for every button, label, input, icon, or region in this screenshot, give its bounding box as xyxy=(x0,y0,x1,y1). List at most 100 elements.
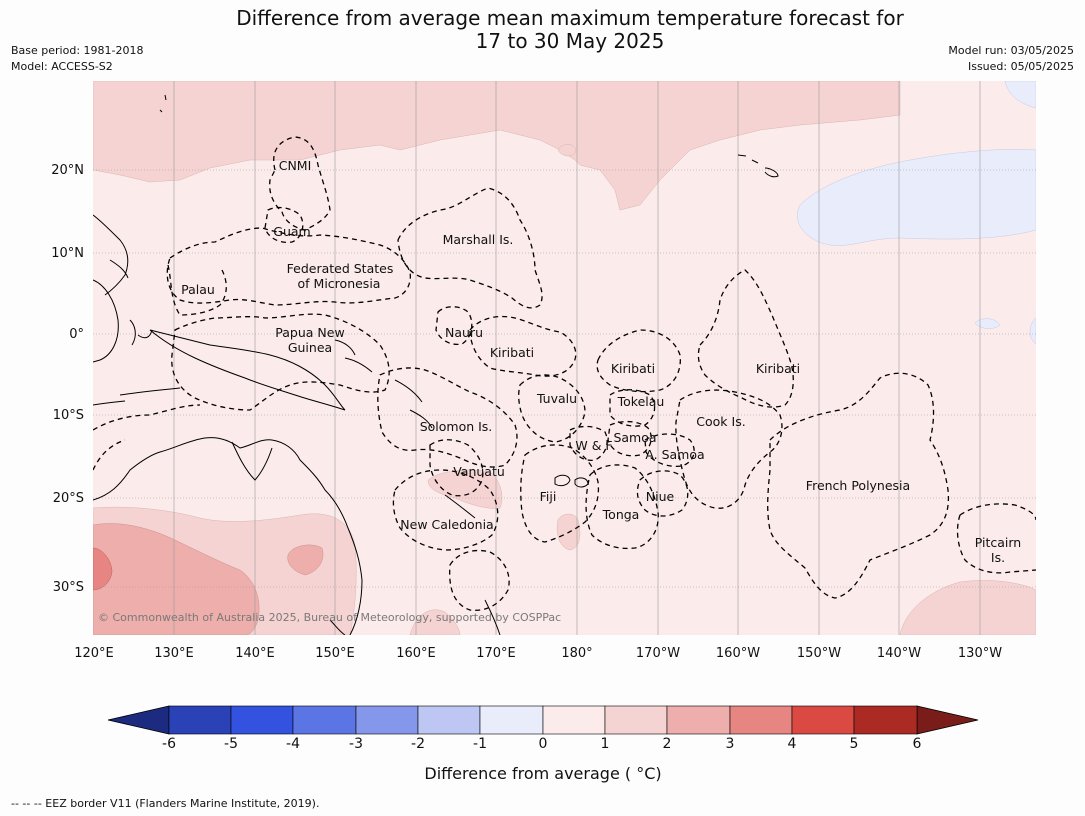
colorbar-bin xyxy=(604,705,668,735)
lon-label-180: 180° xyxy=(561,646,592,661)
eez-samoa xyxy=(607,420,652,457)
anomaly-band-south-2 xyxy=(93,523,260,635)
lon-label-130w: 130°W xyxy=(958,646,1002,661)
region-label-wallis-futuna: W & F xyxy=(575,438,612,453)
model-run: Model run: 03/05/2025 xyxy=(948,44,1074,57)
colorbar-extend-low xyxy=(107,705,170,735)
eez-borders xyxy=(93,136,1036,611)
coast-australia xyxy=(93,437,363,635)
eez-pitcairn xyxy=(956,503,1036,574)
region-label-cook: Cook Is. xyxy=(696,414,745,429)
region-label-fsm-2: of Micronesia xyxy=(298,276,381,291)
lon-label-160w: 160°W xyxy=(716,646,760,661)
map-copyright: © Commonwealth of Australia 2025, Bureau… xyxy=(98,611,561,624)
coast-tasmania xyxy=(329,619,346,635)
eez-vanuatu xyxy=(429,439,484,497)
lat-label-10n: 10°N xyxy=(51,246,84,261)
colorbar-bin xyxy=(355,705,419,735)
lon-label-150e: 150°E xyxy=(315,646,355,661)
colorbar-tick: -2 xyxy=(411,736,425,752)
coast-australia-gulf xyxy=(231,441,273,481)
colorbar-tick: -6 xyxy=(162,736,176,752)
colorbar xyxy=(107,705,979,735)
eez-niue xyxy=(636,470,689,517)
colorbar-bin xyxy=(666,705,731,735)
eez-fsm xyxy=(166,227,411,306)
chart-title: Difference from average mean maximum tem… xyxy=(0,7,1085,53)
model-name: Model: ACCESS-S2 xyxy=(11,60,113,73)
meta-left: Base period: 1981-2018 Model: ACCESS-S2 xyxy=(11,43,143,75)
region-label-samoa: Samoa xyxy=(613,430,656,445)
region-label-pitcairn-1: Pitcairn xyxy=(975,535,1021,550)
latitude-labels: 20°N 10°N 0° 10°S 20°S 30°S xyxy=(51,163,84,595)
region-label-png-2: Guinea xyxy=(288,340,332,355)
region-label-png-1: Papua New xyxy=(275,325,344,340)
eez-cook xyxy=(675,389,783,509)
colorbar-bin xyxy=(729,705,793,735)
coast-bismarck xyxy=(334,339,373,373)
region-label-kiribati-2: Kiribati xyxy=(611,361,655,376)
graticule xyxy=(93,81,1036,635)
coast-new-zealand xyxy=(484,599,501,635)
eez-tuvalu xyxy=(518,374,586,443)
colorbar-label: Difference from average ( °C) xyxy=(424,764,662,783)
region-label-new-caledonia: New Caledonia xyxy=(400,517,493,532)
lat-label-0: 0° xyxy=(69,327,84,342)
region-label-kiribati-1: Kiribati xyxy=(490,345,534,360)
eez-footnote: -- -- -- EEZ border V11 (Flanders Marine… xyxy=(11,797,320,810)
lon-label-150w: 150°W xyxy=(797,646,841,661)
colorbar-tick: -1 xyxy=(473,736,487,752)
region-label-vanuatu: Vanuatu xyxy=(453,464,505,479)
eez-american-samoa xyxy=(644,433,695,468)
eez-palau xyxy=(167,264,227,316)
title-line-2: 17 to 30 May 2025 xyxy=(475,29,665,53)
region-label-marshall: Marshall Is. xyxy=(443,232,514,247)
region-label-fiji: Fiji xyxy=(540,489,557,504)
eez-norfolk xyxy=(449,549,510,611)
title-line-1: Difference from average mean maximum tem… xyxy=(236,6,904,30)
issued-date: Issued: 05/05/2025 xyxy=(967,60,1074,73)
lat-label-20s: 20°S xyxy=(53,491,84,506)
colorbar-tick: 4 xyxy=(787,736,797,752)
longitude-labels: 120°E 130°E 140°E 150°E 160°E 170°E 180°… xyxy=(74,646,1002,661)
colorbar-tick: -4 xyxy=(286,736,300,752)
colorbar-bin xyxy=(230,705,294,735)
coast-timor xyxy=(119,387,181,396)
region-label-nauru: Nauru xyxy=(445,325,483,340)
anomaly-south-patch-1 xyxy=(287,544,324,576)
colorbar-tick: 3 xyxy=(725,736,735,752)
colorbar-bin xyxy=(479,705,544,735)
lat-label-30s: 30°S xyxy=(53,580,84,595)
eez-marshall xyxy=(397,187,543,309)
colorbar-tick: 0 xyxy=(538,736,548,752)
coast-hawaii xyxy=(737,154,779,178)
region-label-cnmi: CNMI xyxy=(279,158,312,173)
lon-label-140e: 140°E xyxy=(235,646,275,661)
colorbar-bin xyxy=(292,705,357,735)
colorbar-tick: -3 xyxy=(349,736,363,752)
coast-new-caledonia xyxy=(444,494,476,519)
anomaly-negative-small xyxy=(974,318,1001,329)
colorbar-bin xyxy=(168,705,232,735)
colorbar-tick: 5 xyxy=(849,736,859,752)
coastlines xyxy=(93,94,779,635)
eez-timor-sea xyxy=(93,439,126,471)
eez-kiribati-phoenix xyxy=(596,329,681,393)
region-label-palau: Palau xyxy=(181,282,215,297)
lat-label-10s: 10°S xyxy=(53,408,84,423)
colorbar-bin xyxy=(791,705,855,735)
anomaly-south-patch-5 xyxy=(409,609,461,635)
eez-fiji xyxy=(520,444,600,543)
coast-sulawesi xyxy=(129,319,153,346)
anomaly-field xyxy=(93,81,1036,635)
coast-japan-islands xyxy=(159,94,167,113)
coast-java xyxy=(93,400,126,406)
coast-new-guinea xyxy=(149,329,346,411)
region-label-tonga: Tonga xyxy=(602,507,640,522)
eez-kiribati-gilbert xyxy=(469,315,577,377)
coast-philippines xyxy=(93,214,129,296)
lon-label-130e: 130°E xyxy=(154,646,194,661)
colorbar-tick: -5 xyxy=(224,736,238,752)
region-label-french-polynesia: French Polynesia xyxy=(806,478,910,493)
